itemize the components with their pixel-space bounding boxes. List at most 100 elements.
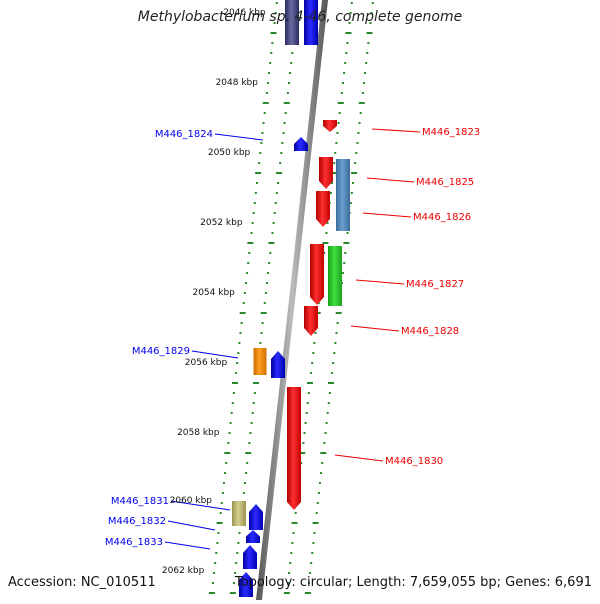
tick-mark xyxy=(290,62,293,64)
tick-mark xyxy=(236,552,239,554)
tick-mark xyxy=(230,412,233,414)
tick-mark xyxy=(249,432,252,434)
gene-M446_1830[interactable] xyxy=(287,387,301,510)
tick-mark xyxy=(235,372,238,374)
tick-mark xyxy=(326,412,329,414)
gene-label-M446_1832[interactable]: M446_1832 xyxy=(108,516,166,527)
tick-mark xyxy=(349,12,352,14)
tick-mark xyxy=(247,262,250,264)
gene-label-M446_1827[interactable]: M446_1827 xyxy=(406,279,464,290)
genome-backbone xyxy=(256,0,328,600)
gene-block-purple[interactable] xyxy=(285,0,299,45)
tick-mark xyxy=(320,472,323,474)
gene-label-M446_1825[interactable]: M446_1825 xyxy=(416,177,474,188)
gene-M446_1825[interactable] xyxy=(319,157,333,189)
tick-mark xyxy=(265,282,268,284)
tick-mark xyxy=(340,92,343,94)
gene-label-M446_1833[interactable]: M446_1833 xyxy=(105,537,163,548)
tick-mark xyxy=(216,542,219,544)
tick-mark xyxy=(328,392,331,394)
tick-mark xyxy=(304,592,311,594)
tick-mark xyxy=(213,572,216,574)
tick-mark xyxy=(312,542,315,544)
gene-M446_1833[interactable] xyxy=(246,530,260,543)
tick-mark xyxy=(355,152,358,154)
tick-mark xyxy=(287,82,290,84)
tick-mark xyxy=(317,492,320,494)
tick-mark xyxy=(260,142,263,144)
gene-M446_1828[interactable] xyxy=(304,306,318,336)
gene-label-M446_1831[interactable]: M446_1831 xyxy=(111,496,169,507)
gene-label-M446_1824[interactable]: M446_1824 xyxy=(155,129,213,140)
tick-mark xyxy=(261,322,264,324)
scale-label: 2046 kbp xyxy=(223,8,266,18)
gene-M446_1824[interactable] xyxy=(294,137,308,151)
tick-mark xyxy=(309,572,312,574)
gene-M446_1832[interactable] xyxy=(249,504,263,530)
tick-mark xyxy=(317,302,320,304)
tick-mark xyxy=(268,242,275,244)
tick-mark xyxy=(348,22,351,24)
tick-mark xyxy=(351,182,354,184)
tick-mark xyxy=(291,52,294,54)
tick-mark xyxy=(343,242,350,244)
gene-label-M446_1828[interactable]: M446_1828 xyxy=(401,326,459,337)
tick-mark xyxy=(341,82,344,84)
tick-mark xyxy=(284,112,287,114)
backbone-bar xyxy=(256,0,328,600)
gene-M446_1829[interactable] xyxy=(253,348,267,375)
tick-mark xyxy=(259,152,262,154)
tick-mark xyxy=(323,442,326,444)
tick-mark xyxy=(273,22,276,24)
gene-label-M446_1829[interactable]: M446_1829 xyxy=(132,346,190,357)
gene-block-blue-mid[interactable] xyxy=(271,351,285,378)
tick-mark xyxy=(310,372,313,374)
tick-mark xyxy=(343,72,346,74)
tick-mark xyxy=(268,262,271,264)
gene-M446_1823[interactable] xyxy=(323,120,337,132)
gene-label-M446_1823[interactable]: M446_1823 xyxy=(422,127,480,138)
gene-M446_1831[interactable] xyxy=(232,501,246,526)
tick-mark xyxy=(337,122,340,124)
tick-mark xyxy=(307,582,310,584)
gene-M446_1826[interactable] xyxy=(316,191,330,227)
tick-mark xyxy=(291,522,298,524)
tick-mark xyxy=(254,192,257,194)
tick-mark xyxy=(231,382,238,384)
label-leader-line xyxy=(334,454,384,462)
tick-mark xyxy=(350,2,353,4)
tick-mark xyxy=(314,332,317,334)
tick-mark xyxy=(281,142,284,144)
tick-mark xyxy=(270,32,277,34)
gene-block-steel[interactable] xyxy=(336,159,350,231)
tick-mark xyxy=(332,362,335,364)
tick-mark xyxy=(326,222,329,224)
tick-mark xyxy=(356,142,359,144)
tick-mark xyxy=(208,592,215,594)
tick-mark xyxy=(260,312,267,314)
tick-mark xyxy=(324,432,327,434)
gene-label-M446_1826[interactable]: M446_1826 xyxy=(413,212,471,223)
tick-mark xyxy=(248,442,251,444)
tick-mark xyxy=(311,552,314,554)
gene-block-blue-top[interactable] xyxy=(304,0,318,45)
gene-block-green[interactable] xyxy=(328,246,342,306)
label-leader-line xyxy=(214,133,264,141)
gene-block-blue-bottom[interactable] xyxy=(239,572,253,597)
tick-mark xyxy=(344,252,347,254)
gene-label-M446_1830[interactable]: M446_1830 xyxy=(385,456,443,467)
tick-mark xyxy=(271,232,274,234)
scale-label: 2054 kbp xyxy=(192,288,235,298)
tick-mark xyxy=(316,502,319,504)
gene-block-blue-low[interactable] xyxy=(243,545,257,569)
tick-mark xyxy=(310,562,313,564)
tick-mark xyxy=(232,582,235,584)
tick-mark xyxy=(325,422,328,424)
gene-M446_1827[interactable] xyxy=(310,244,324,305)
tick-mark xyxy=(329,192,332,194)
tick-mark xyxy=(312,352,315,354)
tick-mark xyxy=(235,562,238,564)
tick-mark xyxy=(262,122,265,124)
